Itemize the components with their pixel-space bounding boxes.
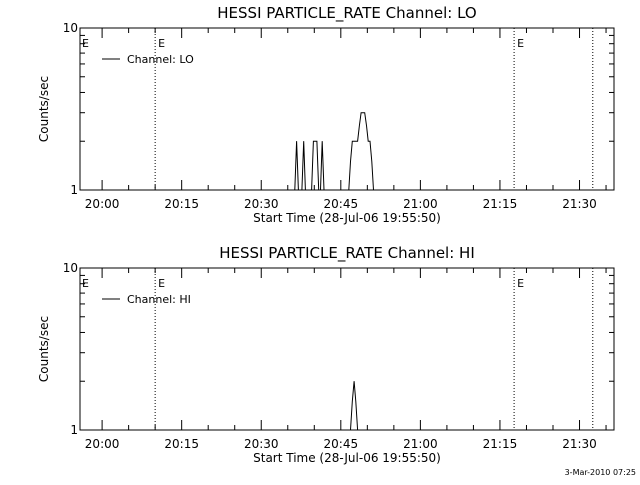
event-marker-label: E [158,277,165,290]
event-marker-label: E [158,37,165,50]
chart-title: HESSI PARTICLE_RATE Channel: LO [217,4,476,23]
series-line [350,381,359,431]
footer-timestamp: 3-Mar-2010 07:25 [565,468,636,477]
x-tick-label: 20:45 [324,437,359,451]
x-tick-label: 20:30 [244,437,279,451]
chart-title: HESSI PARTICLE_RATE Channel: HI [219,244,475,263]
x-tick-label: 20:15 [164,197,199,211]
y-tick-label: 10 [63,261,78,275]
x-tick-label: 20:45 [324,197,359,211]
x-tick-label: 21:30 [562,437,597,451]
x-tick-label: 21:00 [403,437,438,451]
panel-channel-hi: HESSI PARTICLE_RATE Channel: HI E E E 20:00 2… [37,244,615,465]
series-line [294,112,374,191]
panel-channel-lo: HESSI PARTICLE_RATE Channel: LO E E E 20:00 2… [37,4,615,225]
x-tick-label: 21:30 [562,197,597,211]
x-tick-label: 20:00 [85,437,120,451]
x-tick-label: 21:00 [403,197,438,211]
event-marker-label: E [517,277,524,290]
y-axis-label: Counts/sec [37,316,51,382]
legend-label: Channel: HI [127,293,191,306]
x-tick-label: 20:30 [244,197,279,211]
y-tick-label: 1 [70,183,78,197]
plot-frame [79,267,615,431]
legend-label: Channel: LO [127,53,194,66]
y-tick-label: 1 [70,423,78,437]
x-tick-label: 20:15 [164,437,199,451]
event-marker-label: E [517,37,524,50]
event-edge-label: E [82,37,89,50]
y-axis-label: Counts/sec [37,76,51,142]
x-tick-label: 21:15 [483,197,518,211]
x-tick-label: 20:00 [85,197,120,211]
x-axis-label: Start Time (28-Jul-06 19:55:50) [253,451,441,465]
event-edge-label: E [82,277,89,290]
y-tick-label: 10 [63,21,78,35]
x-axis-label: Start Time (28-Jul-06 19:55:50) [253,211,441,225]
x-tick-label: 21:15 [483,437,518,451]
